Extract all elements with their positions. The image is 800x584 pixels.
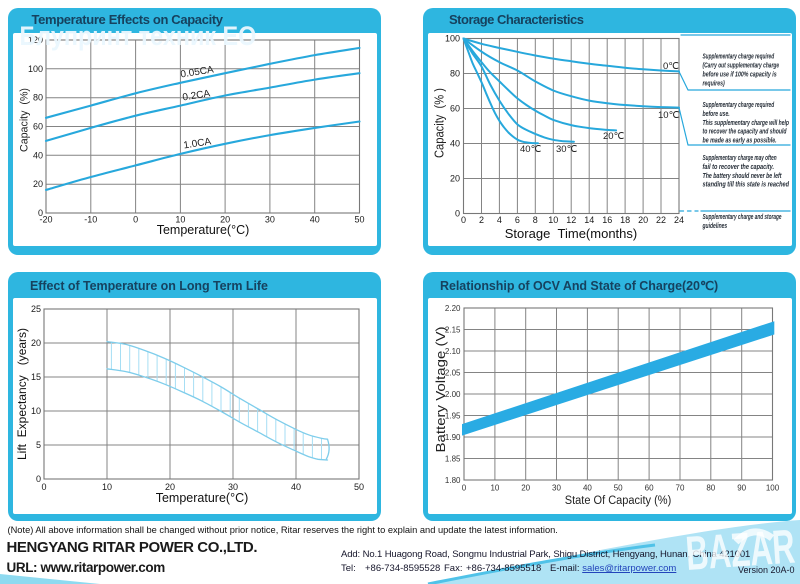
svg-text:0: 0 [461, 215, 466, 225]
svg-text:Storage Time(months): Storage Time(months) [505, 226, 637, 241]
svg-text:to recover the capacity and sh: to recover the capacity and should [703, 127, 787, 136]
svg-text:40: 40 [583, 484, 592, 493]
svg-text:80: 80 [450, 69, 460, 79]
svg-text:0: 0 [36, 474, 41, 484]
svg-text:10: 10 [31, 406, 41, 416]
svg-text:8: 8 [533, 215, 538, 225]
svg-text:20℃: 20℃ [603, 131, 625, 142]
svg-text:22: 22 [656, 215, 666, 225]
svg-text:40℃: 40℃ [520, 144, 542, 155]
svg-text:This supplementary charge will: This supplementary charge will help [703, 118, 790, 127]
svg-text:0: 0 [133, 215, 138, 225]
svg-text:2.15: 2.15 [445, 326, 461, 335]
svg-text:10: 10 [490, 484, 499, 493]
svg-text:12: 12 [566, 215, 576, 225]
svg-text:-20: -20 [39, 215, 52, 225]
svg-text:20: 20 [521, 484, 530, 493]
svg-text:10: 10 [548, 215, 558, 225]
svg-text:2: 2 [479, 215, 484, 225]
svg-text:15: 15 [31, 372, 41, 382]
svg-text:Supplementary charge required: Supplementary charge required [703, 52, 775, 61]
svg-text:2.20: 2.20 [445, 304, 461, 313]
svg-text:1.95: 1.95 [445, 412, 461, 421]
svg-text:guidelines: guidelines [702, 221, 727, 230]
svg-text:14: 14 [584, 215, 594, 225]
svg-text:70: 70 [676, 484, 685, 493]
svg-text:20: 20 [165, 482, 175, 492]
svg-text:Supplementary charge and stora: Supplementary charge and storage [703, 212, 782, 221]
svg-text:Supplementary charge may often: Supplementary charge may often [703, 153, 777, 162]
svg-text:0: 0 [462, 484, 467, 493]
svg-text:0.05CA: 0.05CA [180, 64, 215, 80]
svg-text:60: 60 [645, 484, 654, 493]
svg-text:16: 16 [602, 215, 612, 225]
svg-text:Capacity (%): Capacity (%) [19, 88, 31, 152]
svg-text:80: 80 [706, 484, 715, 493]
svg-text:2.05: 2.05 [445, 369, 461, 378]
svg-text:0: 0 [455, 209, 460, 219]
svg-text:20: 20 [450, 174, 460, 184]
svg-text:50: 50 [614, 484, 623, 493]
svg-text:120: 120 [28, 35, 43, 45]
svg-text:30: 30 [228, 482, 238, 492]
svg-text:30: 30 [265, 215, 275, 225]
svg-text:20: 20 [638, 215, 648, 225]
svg-text:100: 100 [766, 484, 780, 493]
svg-text:18: 18 [620, 215, 630, 225]
svg-text:(Carry out supplementary charg: (Carry out supplementary charge [703, 61, 780, 70]
svg-text:20: 20 [33, 179, 43, 189]
svg-text:be made as early as possible.: be made as early as possible. [703, 136, 777, 145]
svg-text:requires): requires) [703, 78, 726, 87]
svg-text:50: 50 [354, 482, 364, 492]
svg-text:24: 24 [674, 215, 684, 225]
svg-text:before use if 100% capacity is: before use if 100% capacity is [703, 69, 777, 78]
svg-text:1.85: 1.85 [445, 455, 461, 464]
svg-text:5: 5 [36, 440, 41, 450]
svg-text:1.0CA: 1.0CA [183, 136, 212, 151]
svg-text:Блупринт техник ЕО: Блупринт техник ЕО [20, 22, 257, 52]
svg-text:30: 30 [552, 484, 561, 493]
svg-text:25: 25 [31, 304, 41, 314]
svg-text:2.00: 2.00 [445, 390, 461, 399]
svg-text:100: 100 [445, 34, 460, 44]
svg-text:20: 20 [31, 338, 41, 348]
svg-text:Supplementary charge required: Supplementary charge required [703, 100, 775, 109]
svg-text:1.90: 1.90 [445, 433, 461, 442]
svg-text:0℃: 0℃ [663, 61, 679, 72]
svg-text:Capacity (% ): Capacity (% ) [433, 88, 447, 158]
svg-text:0.2CA: 0.2CA [182, 88, 211, 103]
svg-text:60: 60 [450, 104, 460, 114]
svg-text:standing till this state is re: standing till this state is reached [703, 180, 790, 189]
svg-text:50: 50 [354, 215, 364, 225]
svg-text:40: 40 [310, 215, 320, 225]
svg-text:90: 90 [737, 484, 746, 493]
svg-text:60: 60 [33, 122, 43, 132]
svg-text:before use.: before use. [703, 109, 730, 118]
svg-text:Temperature(°C): Temperature(°C) [157, 223, 250, 237]
svg-text:40: 40 [291, 482, 301, 492]
svg-text:The battery should never be le: The battery should never be left [703, 171, 782, 180]
svg-text:Battery Voltage (V): Battery Voltage (V) [434, 327, 448, 453]
svg-text:0: 0 [41, 482, 46, 492]
svg-text:100: 100 [28, 64, 43, 74]
svg-text:20: 20 [220, 215, 230, 225]
svg-text:0: 0 [38, 208, 43, 218]
svg-text:40: 40 [33, 150, 43, 160]
svg-text:1.80: 1.80 [445, 476, 461, 485]
svg-text:40: 40 [450, 139, 460, 149]
svg-text:30℃: 30℃ [556, 144, 578, 155]
svg-text:Lift Expectancy (years): Lift Expectancy (years) [15, 328, 29, 460]
svg-text:80: 80 [33, 93, 43, 103]
svg-text:6: 6 [515, 215, 520, 225]
svg-text:Temperature(°C): Temperature(°C) [156, 491, 249, 505]
svg-text:10: 10 [175, 215, 185, 225]
svg-text:fail to recover the capacity.: fail to recover the capacity. [703, 162, 775, 171]
svg-text:4: 4 [497, 215, 502, 225]
svg-text:BAZAR: BAZAR [684, 519, 797, 581]
svg-text:10℃: 10℃ [658, 110, 680, 121]
svg-text:10: 10 [102, 482, 112, 492]
svg-text:State Of Capacity (%): State Of Capacity (%) [565, 495, 672, 507]
svg-text:-10: -10 [84, 215, 97, 225]
svg-text:2.10: 2.10 [445, 347, 461, 356]
